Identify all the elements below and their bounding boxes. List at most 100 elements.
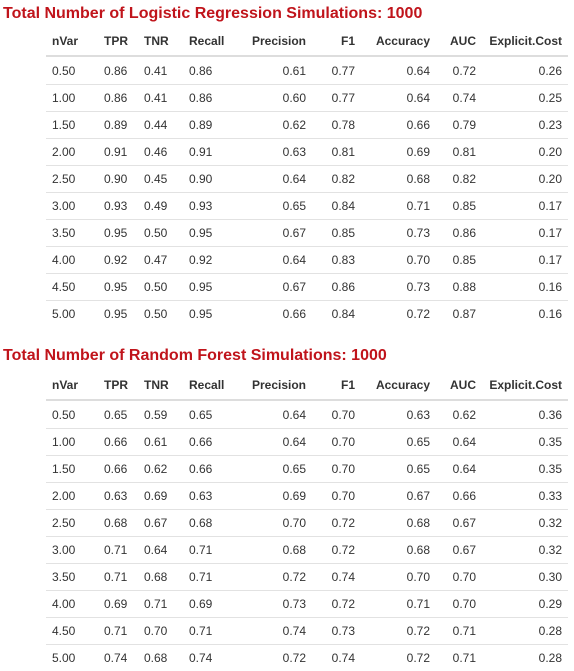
results-table: nVar TPR TNR Recall Precision F1 Accurac… (46, 26, 568, 327)
column-header-tnr: TNR (144, 370, 189, 400)
cell-auc: 0.82 (430, 166, 476, 193)
cell-tpr: 0.66 (104, 429, 144, 456)
cell-precision: 0.68 (237, 537, 310, 564)
cell-accuracy: 0.70 (357, 564, 430, 591)
cell-tnr: 0.50 (144, 274, 189, 301)
cell-auc: 0.85 (430, 247, 476, 274)
section-title: Total Number of Logistic Regression Simu… (0, 0, 574, 26)
cell-recall: 0.69 (189, 591, 237, 618)
cell-tnr: 0.68 (144, 564, 189, 591)
cell-tnr: 0.62 (144, 456, 189, 483)
column-header-tpr: TPR (104, 26, 144, 56)
cell-accuracy: 0.71 (357, 193, 430, 220)
cell-recall: 0.71 (189, 537, 237, 564)
cell-f1: 0.70 (310, 400, 357, 429)
cell-auc: 0.70 (430, 564, 476, 591)
cell-f1: 0.70 (310, 456, 357, 483)
cell-tpr: 0.91 (104, 139, 144, 166)
cell-precision: 0.67 (237, 274, 310, 301)
cell-f1: 0.84 (310, 301, 357, 328)
cell-nvar: 3.00 (46, 193, 104, 220)
cell-tnr: 0.68 (144, 645, 189, 671)
cell-f1: 0.70 (310, 429, 357, 456)
cell-auc: 0.81 (430, 139, 476, 166)
cell-tpr: 0.93 (104, 193, 144, 220)
cell-tnr: 0.41 (144, 56, 189, 85)
cell-explicit-cost: 0.33 (476, 483, 568, 510)
cell-tpr: 0.65 (104, 400, 144, 429)
cell-tnr: 0.44 (144, 112, 189, 139)
cell-accuracy: 0.64 (357, 85, 430, 112)
cell-nvar: 4.50 (46, 618, 104, 645)
cell-accuracy: 0.71 (357, 591, 430, 618)
cell-explicit-cost: 0.32 (476, 510, 568, 537)
cell-explicit-cost: 0.16 (476, 274, 568, 301)
cell-explicit-cost: 0.28 (476, 618, 568, 645)
cell-tpr: 0.90 (104, 166, 144, 193)
cell-auc: 0.71 (430, 645, 476, 671)
cell-recall: 0.95 (189, 220, 237, 247)
cell-precision: 0.67 (237, 220, 310, 247)
cell-precision: 0.66 (237, 301, 310, 328)
cell-tnr: 0.49 (144, 193, 189, 220)
cell-recall: 0.86 (189, 85, 237, 112)
cell-tpr: 0.66 (104, 456, 144, 483)
cell-tnr: 0.61 (144, 429, 189, 456)
cell-nvar: 4.00 (46, 591, 104, 618)
cell-recall: 0.74 (189, 645, 237, 671)
cell-recall: 0.66 (189, 429, 237, 456)
cell-nvar: 5.00 (46, 301, 104, 328)
cell-tnr: 0.71 (144, 591, 189, 618)
cell-nvar: 4.50 (46, 274, 104, 301)
cell-explicit-cost: 0.23 (476, 112, 568, 139)
cell-explicit-cost: 0.30 (476, 564, 568, 591)
cell-tpr: 0.95 (104, 220, 144, 247)
logistic-regression-section: Total Number of Logistic Regression Simu… (0, 0, 574, 327)
cell-tpr: 0.69 (104, 591, 144, 618)
cell-tpr: 0.86 (104, 85, 144, 112)
cell-explicit-cost: 0.20 (476, 166, 568, 193)
cell-tnr: 0.46 (144, 139, 189, 166)
cell-precision: 0.72 (237, 645, 310, 671)
cell-tnr: 0.50 (144, 220, 189, 247)
cell-nvar: 1.50 (46, 112, 104, 139)
cell-precision: 0.70 (237, 510, 310, 537)
cell-precision: 0.64 (237, 429, 310, 456)
cell-auc: 0.74 (430, 85, 476, 112)
random-forest-section: Total Number of Random Forest Simulation… (0, 346, 574, 671)
cell-tpr: 0.92 (104, 247, 144, 274)
cell-nvar: 2.50 (46, 166, 104, 193)
cell-f1: 0.70 (310, 483, 357, 510)
cell-precision: 0.64 (237, 247, 310, 274)
cell-precision: 0.65 (237, 193, 310, 220)
cell-accuracy: 0.73 (357, 274, 430, 301)
cell-auc: 0.71 (430, 618, 476, 645)
cell-recall: 0.65 (189, 400, 237, 429)
cell-explicit-cost: 0.16 (476, 301, 568, 328)
cell-nvar: 1.50 (46, 456, 104, 483)
column-header-nvar: nVar (46, 370, 104, 400)
column-header-accuracy: Accuracy (357, 26, 430, 56)
cell-f1: 0.84 (310, 193, 357, 220)
cell-precision: 0.73 (237, 591, 310, 618)
results-table: nVar TPR TNR Recall Precision F1 Accurac… (46, 370, 568, 671)
cell-nvar: 3.50 (46, 564, 104, 591)
cell-explicit-cost: 0.36 (476, 400, 568, 429)
cell-auc: 0.79 (430, 112, 476, 139)
cell-precision: 0.61 (237, 56, 310, 85)
cell-f1: 0.85 (310, 220, 357, 247)
cell-auc: 0.85 (430, 193, 476, 220)
cell-precision: 0.64 (237, 400, 310, 429)
cell-explicit-cost: 0.28 (476, 645, 568, 671)
cell-tpr: 0.95 (104, 301, 144, 328)
